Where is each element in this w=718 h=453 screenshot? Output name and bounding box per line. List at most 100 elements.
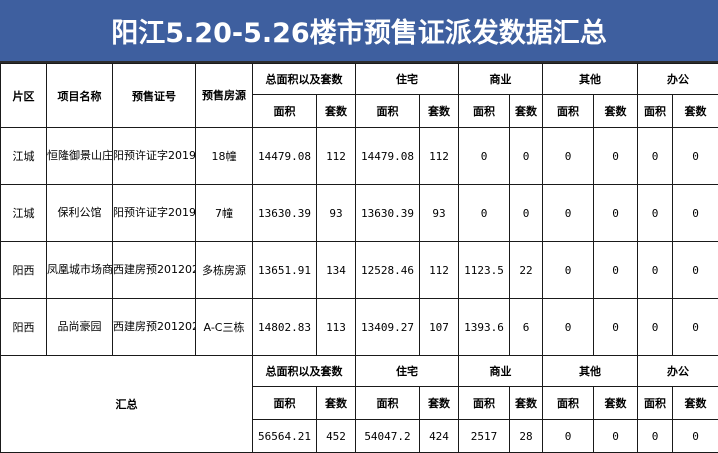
header-oth-units: 套数 xyxy=(594,95,638,128)
cell-com-area: 0 xyxy=(459,128,510,185)
summary-header-oth-units: 套数 xyxy=(594,387,638,420)
cell-off-units: 0 xyxy=(673,299,718,356)
cell-total-area: 13630.39 xyxy=(253,185,317,242)
summary-header-oth-area: 面积 xyxy=(543,387,594,420)
header-residential: 住宅 xyxy=(356,64,459,95)
summary-res-units: 424 xyxy=(420,420,459,453)
cell-off-area: 0 xyxy=(638,185,673,242)
summary-res-area: 54047.2 xyxy=(356,420,420,453)
cell-oth-area: 0 xyxy=(543,299,594,356)
cell-project: 保利公馆 xyxy=(47,185,113,242)
summary-header-total-area: 面积 xyxy=(253,387,317,420)
cell-total-units: 93 xyxy=(317,185,356,242)
header-total: 总面积以及套数 xyxy=(253,64,356,95)
summary-header-off-units: 套数 xyxy=(673,387,718,420)
cell-source: 多栋房源 xyxy=(196,242,253,299)
cell-total-area: 14802.83 xyxy=(253,299,317,356)
header-source: 预售房源 xyxy=(196,64,253,128)
cell-oth-units: 0 xyxy=(594,128,638,185)
cell-source: 7幢 xyxy=(196,185,253,242)
presale-data-table: 片区 项目名称 预售证号 预售房源 总面积以及套数 住宅 商业 其他 办公 面积… xyxy=(0,63,718,453)
cell-res-area: 13409.27 xyxy=(356,299,420,356)
cell-source: 18幢 xyxy=(196,128,253,185)
cell-oth-area: 0 xyxy=(543,128,594,185)
cell-com-units: 22 xyxy=(510,242,543,299)
cell-district: 江城 xyxy=(1,185,47,242)
header-total-area: 面积 xyxy=(253,95,317,128)
summary-header-residential: 住宅 xyxy=(356,356,459,387)
cell-off-area: 0 xyxy=(638,128,673,185)
page-title: 阳江5.20-5.26楼市预售证派发数据汇总 xyxy=(111,11,606,50)
table-row: 阳西 凤凰城市场商住小区 西建房预2012020号 多栋房源 13651.91 … xyxy=(1,242,718,299)
header-project: 项目名称 xyxy=(47,64,113,128)
cell-oth-area: 0 xyxy=(543,242,594,299)
title-banner: 阳江5.20-5.26楼市预售证派发数据汇总 xyxy=(0,0,718,63)
summary-off-units: 0 xyxy=(673,420,718,453)
cell-com-units: 0 xyxy=(510,185,543,242)
cell-com-area: 1123.5 xyxy=(459,242,510,299)
cell-com-units: 0 xyxy=(510,128,543,185)
summary-total-area: 56564.21 xyxy=(253,420,317,453)
summary-header-total: 总面积以及套数 xyxy=(253,356,356,387)
header-com-area: 面积 xyxy=(459,95,510,128)
cell-oth-area: 0 xyxy=(543,185,594,242)
table-row: 阳西 品尚豪园 西建房预2012021号 A-C三栋 14802.83 113 … xyxy=(1,299,718,356)
summary-header-other: 其他 xyxy=(543,356,638,387)
table-row: 江城 保利公馆 阳预许证字2019049号 7幢 13630.39 93 136… xyxy=(1,185,718,242)
summary-header-office: 办公 xyxy=(638,356,718,387)
summary-off-area: 0 xyxy=(638,420,673,453)
header-res-area: 面积 xyxy=(356,95,420,128)
header-other: 其他 xyxy=(543,64,638,95)
summary-header-total-units: 套数 xyxy=(317,387,356,420)
summary-com-area: 2517 xyxy=(459,420,510,453)
cell-com-units: 6 xyxy=(510,299,543,356)
header-office: 办公 xyxy=(638,64,718,95)
header-permit: 预售证号 xyxy=(113,64,196,128)
summary-total-units: 452 xyxy=(317,420,356,453)
cell-permit: 西建房预2012021号 xyxy=(113,299,196,356)
cell-off-units: 0 xyxy=(673,128,718,185)
header-res-units: 套数 xyxy=(420,95,459,128)
cell-total-units: 134 xyxy=(317,242,356,299)
cell-oth-units: 0 xyxy=(594,299,638,356)
summary-header-com-area: 面积 xyxy=(459,387,510,420)
header-oth-area: 面积 xyxy=(543,95,594,128)
cell-off-area: 0 xyxy=(638,299,673,356)
summary-header-res-units: 套数 xyxy=(420,387,459,420)
summary-header-com-units: 套数 xyxy=(510,387,543,420)
table-row: 江城 恒隆御景山庄 阳预许证字2019050号 18幢 14479.08 112… xyxy=(1,128,718,185)
header-total-units: 套数 xyxy=(317,95,356,128)
cell-total-units: 112 xyxy=(317,128,356,185)
cell-com-area: 0 xyxy=(459,185,510,242)
summary-header-commercial: 商业 xyxy=(459,356,543,387)
cell-com-area: 1393.6 xyxy=(459,299,510,356)
header-off-units: 套数 xyxy=(673,95,718,128)
header-district: 片区 xyxy=(1,64,47,128)
cell-total-area: 14479.08 xyxy=(253,128,317,185)
cell-oth-units: 0 xyxy=(594,242,638,299)
summary-label: 汇总 xyxy=(1,356,253,453)
cell-district: 阳西 xyxy=(1,242,47,299)
cell-project: 恒隆御景山庄 xyxy=(47,128,113,185)
cell-total-area: 13651.91 xyxy=(253,242,317,299)
summary-header-res-area: 面积 xyxy=(356,387,420,420)
cell-res-area: 13630.39 xyxy=(356,185,420,242)
cell-project: 凤凰城市场商住小区 xyxy=(47,242,113,299)
cell-permit: 阳预许证字2019050号 xyxy=(113,128,196,185)
cell-permit: 阳预许证字2019049号 xyxy=(113,185,196,242)
cell-district: 江城 xyxy=(1,128,47,185)
cell-off-units: 0 xyxy=(673,185,718,242)
summary-oth-units: 0 xyxy=(594,420,638,453)
cell-district: 阳西 xyxy=(1,299,47,356)
summary-oth-area: 0 xyxy=(543,420,594,453)
cell-oth-units: 0 xyxy=(594,185,638,242)
cell-total-units: 113 xyxy=(317,299,356,356)
cell-permit: 西建房预2012020号 xyxy=(113,242,196,299)
header-off-area: 面积 xyxy=(638,95,673,128)
cell-source: A-C三栋 xyxy=(196,299,253,356)
cell-res-area: 12528.46 xyxy=(356,242,420,299)
summary-com-units: 28 xyxy=(510,420,543,453)
cell-res-units: 93 xyxy=(420,185,459,242)
header-row-1: 片区 项目名称 预售证号 预售房源 总面积以及套数 住宅 商业 其他 办公 xyxy=(1,64,718,95)
summary-header-off-area: 面积 xyxy=(638,387,673,420)
